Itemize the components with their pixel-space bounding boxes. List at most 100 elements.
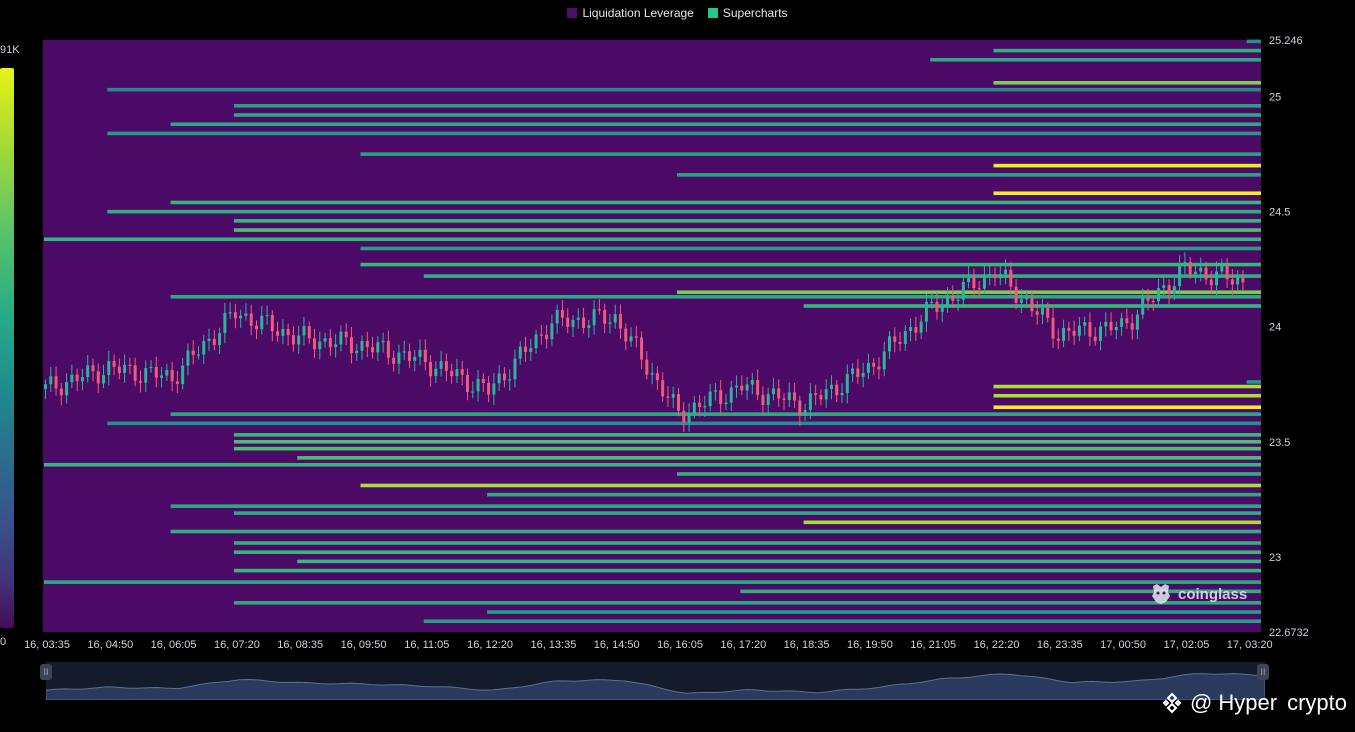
candle-body[interactable] — [851, 368, 855, 375]
candle-body[interactable] — [1083, 322, 1087, 326]
candle-body[interactable] — [856, 368, 860, 377]
candle-body[interactable] — [44, 384, 47, 389]
candle-body[interactable] — [75, 374, 79, 382]
candle-body[interactable] — [286, 329, 290, 336]
candle-body[interactable] — [1046, 307, 1050, 318]
liquidation-band[interactable] — [487, 492, 1262, 497]
candle-body[interactable] — [550, 323, 554, 340]
candle-body[interactable] — [1040, 307, 1044, 315]
candle-body[interactable] — [429, 362, 433, 377]
candle-body[interactable] — [703, 406, 707, 408]
candle-body[interactable] — [930, 301, 934, 303]
candle-body[interactable] — [1178, 265, 1182, 287]
candle-body[interactable] — [460, 369, 464, 375]
candle-body[interactable] — [1135, 314, 1139, 330]
candle-body[interactable] — [877, 366, 881, 370]
candle-body[interactable] — [592, 309, 596, 326]
liquidation-band[interactable] — [233, 104, 1261, 108]
liquidation-band[interactable] — [993, 48, 1262, 53]
candle-body[interactable] — [761, 394, 765, 405]
candle-body[interactable] — [487, 382, 491, 395]
candle-body[interactable] — [951, 295, 955, 301]
liquidation-band[interactable] — [233, 228, 1261, 232]
candle-body[interactable] — [845, 374, 849, 393]
candle-body[interactable] — [545, 334, 549, 340]
candle-body[interactable] — [740, 385, 744, 391]
candle-body[interactable] — [819, 394, 823, 400]
candle-body[interactable] — [392, 357, 396, 364]
candle-body[interactable] — [935, 301, 939, 312]
candle-body[interactable] — [1130, 323, 1134, 330]
candle-body[interactable] — [1009, 269, 1013, 287]
candle-body[interactable] — [476, 378, 480, 392]
candle-body[interactable] — [750, 379, 754, 385]
candle-body[interactable] — [386, 340, 390, 358]
liquidation-band[interactable] — [487, 610, 1262, 614]
candle-body[interactable] — [160, 375, 164, 378]
liquidation-band[interactable] — [677, 472, 1261, 476]
candle-body[interactable] — [376, 342, 380, 353]
candle-body[interactable] — [1220, 266, 1224, 272]
candle-body[interactable] — [655, 373, 659, 381]
candle-body[interactable] — [413, 356, 417, 361]
candle-body[interactable] — [940, 305, 944, 312]
candle-body[interactable] — [423, 349, 427, 363]
candle-body[interactable] — [745, 384, 749, 391]
liquidation-band[interactable] — [233, 550, 1261, 555]
candle-body[interactable] — [418, 349, 422, 357]
candle-body[interactable] — [128, 364, 132, 366]
candle-body[interactable] — [618, 314, 622, 329]
candle-body[interactable] — [365, 340, 369, 348]
candle-body[interactable] — [1004, 269, 1008, 274]
candle-body[interactable] — [645, 359, 649, 375]
candle-body[interactable] — [777, 388, 781, 399]
candle-body[interactable] — [149, 366, 153, 369]
liquidation-band[interactable] — [930, 57, 1261, 62]
liquidation-band[interactable] — [1246, 39, 1261, 44]
candle-body[interactable] — [439, 361, 443, 369]
candle-body[interactable] — [138, 380, 142, 383]
candle-body[interactable] — [265, 314, 269, 317]
candle-body[interactable] — [181, 365, 185, 384]
candle-body[interactable] — [344, 331, 348, 338]
candle-body[interactable] — [808, 393, 812, 411]
candle-body[interactable] — [640, 337, 644, 360]
candle-body[interactable] — [993, 274, 997, 279]
liquidation-band[interactable] — [107, 87, 1261, 92]
candle-body[interactable] — [829, 384, 833, 390]
candle-body[interactable] — [524, 346, 528, 352]
candle-body[interactable] — [840, 392, 844, 396]
candle-body[interactable] — [86, 365, 90, 378]
liquidation-band[interactable] — [170, 294, 1262, 299]
liquidation-band[interactable] — [677, 290, 1261, 294]
candle-body[interactable] — [650, 373, 654, 375]
candle-body[interactable] — [555, 310, 559, 324]
candle-body[interactable] — [1146, 298, 1150, 301]
candle-body[interactable] — [1141, 298, 1145, 315]
candle-body[interactable] — [587, 325, 591, 328]
liquidation-band[interactable] — [44, 462, 1261, 467]
liquidation-band[interactable] — [233, 446, 1261, 451]
candle-body[interactable] — [260, 315, 264, 330]
liquidation-band[interactable] — [44, 237, 1261, 242]
candle-body[interactable] — [729, 387, 733, 403]
candle-body[interactable] — [407, 351, 411, 361]
candle-body[interactable] — [634, 336, 638, 338]
candle-body[interactable] — [529, 348, 533, 352]
candle-body[interactable] — [455, 369, 459, 377]
liquidation-band[interactable] — [170, 412, 1262, 416]
liquidation-band[interactable] — [360, 483, 1262, 488]
candle-body[interactable] — [924, 301, 928, 322]
liquidation-band[interactable] — [170, 529, 1262, 534]
liquidation-band[interactable] — [233, 511, 1261, 515]
candle-body[interactable] — [328, 338, 332, 348]
liquidation-band[interactable] — [993, 384, 1262, 389]
candle-body[interactable] — [1072, 330, 1076, 336]
candle-body[interactable] — [1172, 286, 1176, 295]
candle-body[interactable] — [1077, 325, 1081, 336]
candle-body[interactable] — [882, 351, 886, 370]
candle-body[interactable] — [787, 392, 791, 401]
liquidation-band[interactable] — [423, 619, 1261, 624]
candle-body[interactable] — [444, 361, 448, 371]
candle-body[interactable] — [123, 364, 127, 373]
